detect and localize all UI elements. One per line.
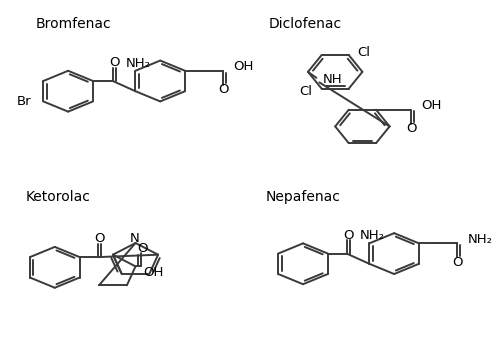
Text: NH: NH — [323, 73, 342, 86]
Text: O: O — [218, 83, 228, 96]
Text: O: O — [109, 56, 120, 69]
Text: Cl: Cl — [300, 85, 312, 98]
Text: NH₂: NH₂ — [126, 56, 150, 70]
Text: Br: Br — [16, 95, 31, 108]
Text: Nepafenac: Nepafenac — [266, 190, 341, 204]
Text: Diclofenac: Diclofenac — [268, 17, 342, 31]
Text: O: O — [343, 229, 353, 242]
Text: O: O — [406, 122, 416, 135]
Text: Ketorolac: Ketorolac — [26, 190, 91, 204]
Text: N: N — [130, 231, 140, 245]
Text: OH: OH — [143, 266, 164, 279]
Text: OH: OH — [422, 99, 442, 112]
Text: OH: OH — [234, 60, 254, 73]
Text: O: O — [138, 241, 148, 255]
Text: O: O — [452, 256, 462, 268]
Text: Bromfenac: Bromfenac — [36, 17, 112, 31]
Text: Cl: Cl — [358, 46, 370, 59]
Text: O: O — [94, 232, 105, 245]
Text: NH₂: NH₂ — [468, 233, 492, 246]
Text: NH₂: NH₂ — [360, 229, 384, 242]
